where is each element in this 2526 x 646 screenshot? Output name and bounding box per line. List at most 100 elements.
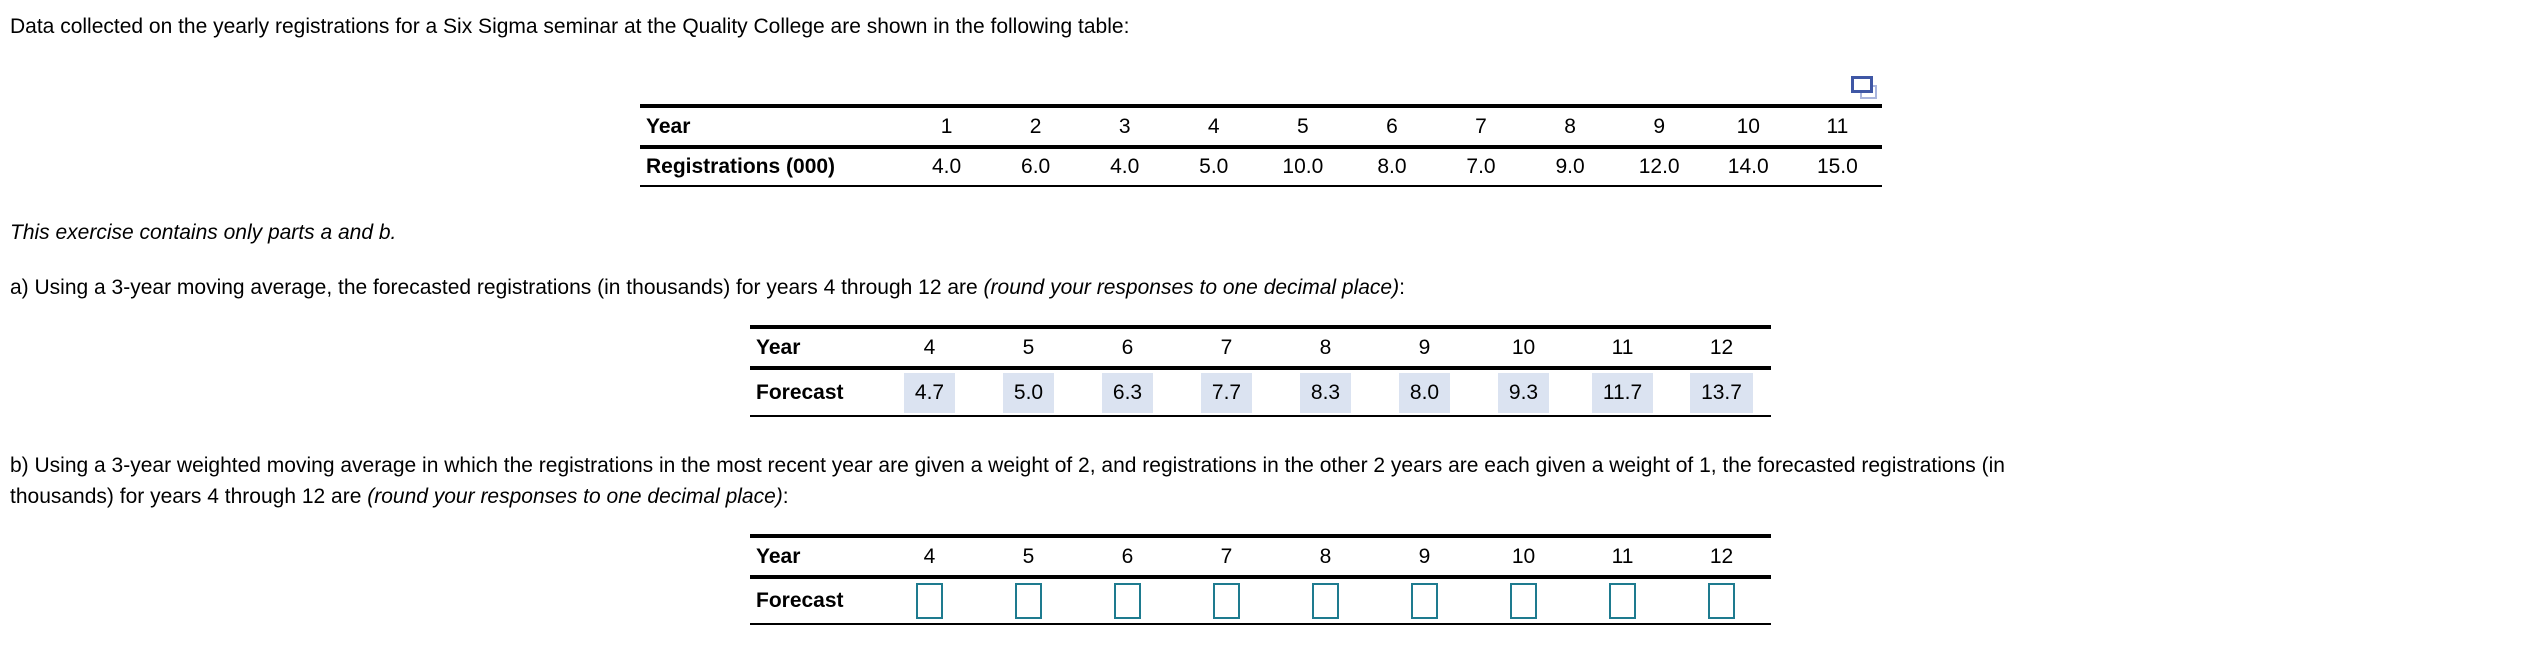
forecast-cell: 5.0 (979, 368, 1078, 417)
forecast-cell (1276, 577, 1375, 625)
forecast-answer-filled[interactable]: 4.7 (903, 372, 956, 413)
forecast-answer-filled[interactable]: 9.3 (1497, 372, 1550, 413)
year-cell: 7 (1436, 106, 1526, 149)
forecast-cell (1573, 577, 1672, 625)
part-b-prompt-line2-normal: thousands) for years 4 through 12 are (10, 485, 368, 508)
row-label-year: Year (640, 106, 902, 149)
forecast-cell (979, 577, 1078, 625)
year-cell: 10 (1474, 327, 1573, 370)
forecast-answer-filled[interactable]: 11.7 (1591, 372, 1654, 413)
forecast-cell (880, 577, 979, 625)
forecast-input-year-11[interactable] (1609, 583, 1636, 619)
year-cell: 7 (1177, 536, 1276, 579)
forecast-cell: 4.7 (880, 368, 979, 417)
forecast-answer-filled[interactable]: 8.3 (1299, 372, 1352, 413)
forecast-cell: 13.7 (1672, 368, 1771, 417)
forecast-answer-filled[interactable]: 8.0 (1398, 372, 1451, 413)
forecast-answer-filled[interactable]: 7.7 (1200, 372, 1253, 413)
year-row: Year 4 5 6 7 8 9 10 11 12 (750, 536, 1771, 579)
registration-value-cell: 12.0 (1614, 147, 1704, 187)
forecast-row: Forecast (750, 577, 1771, 625)
year-cell: 4 (880, 327, 979, 370)
registration-value-cell: 7.0 (1436, 147, 1526, 187)
forecast-input-year-10[interactable] (1510, 583, 1537, 619)
part-b-prompt-line2-italic: (round your responses to one decimal pla… (367, 485, 783, 508)
year-cell: 9 (1614, 106, 1704, 149)
part-a-forecast-table: Year 4 5 6 7 8 9 10 11 12 Forecast 4.7 5… (750, 325, 1771, 417)
registrations-row: Registrations (000) 4.0 6.0 4.0 5.0 10.0… (640, 147, 1882, 187)
part-a-prompt-italic: (round your responses to one decimal pla… (983, 276, 1400, 299)
year-row: Year 1 2 3 4 5 6 7 8 9 10 11 (640, 106, 1882, 149)
forecast-row: Forecast 4.7 5.0 6.3 7.7 8.3 8.0 9.3 11.… (750, 368, 1771, 417)
year-cell: 4 (1169, 106, 1259, 149)
registration-value-cell: 14.0 (1703, 147, 1793, 187)
year-cell: 6 (1078, 536, 1177, 579)
year-cell: 9 (1375, 536, 1474, 579)
year-cell: 11 (1573, 536, 1672, 579)
year-cell: 12 (1672, 327, 1771, 370)
part-a-prompt-normal: a) Using a 3-year moving average, the fo… (10, 276, 984, 299)
part-b-prompt-line2: thousands) for years 4 through 12 are (r… (10, 481, 2005, 512)
year-cell: 11 (1792, 106, 1882, 149)
registration-value-cell: 8.0 (1347, 147, 1437, 187)
row-label-year: Year (750, 327, 880, 370)
part-b-prompt: b) Using a 3-year weighted moving averag… (10, 450, 2005, 512)
forecast-cell (1078, 577, 1177, 625)
forecast-cell: 9.3 (1474, 368, 1573, 417)
year-cell: 12 (1672, 536, 1771, 579)
year-cell: 4 (880, 536, 979, 579)
exercise-note: This exercise contains only parts a and … (10, 221, 397, 244)
year-cell: 10 (1474, 536, 1573, 579)
row-label-registrations: Registrations (000) (640, 147, 902, 187)
year-cell: 5 (979, 536, 1078, 579)
year-row: Year 4 5 6 7 8 9 10 11 12 (750, 327, 1771, 370)
forecast-cell: 8.0 (1375, 368, 1474, 417)
registration-value-cell: 9.0 (1525, 147, 1615, 187)
year-cell: 8 (1276, 327, 1375, 370)
part-a-prompt-colon: : (1399, 276, 1405, 299)
forecast-cell: 11.7 (1573, 368, 1672, 417)
registration-value-cell: 4.0 (902, 147, 992, 187)
year-cell: 8 (1525, 106, 1615, 149)
forecast-input-year-8[interactable] (1312, 583, 1339, 619)
year-cell: 5 (979, 327, 1078, 370)
forecast-input-year-4[interactable] (916, 583, 943, 619)
forecast-input-year-12[interactable] (1708, 583, 1735, 619)
forecast-input-year-7[interactable] (1213, 583, 1240, 619)
part-a-prompt: a) Using a 3-year moving average, the fo… (10, 274, 1405, 301)
year-cell: 2 (991, 106, 1081, 149)
row-label-forecast: Forecast (750, 368, 880, 417)
forecast-cell (1375, 577, 1474, 625)
year-cell: 10 (1703, 106, 1793, 149)
forecast-answer-filled[interactable]: 13.7 (1690, 372, 1753, 413)
part-b-prompt-colon: : (782, 485, 789, 508)
forecast-input-year-9[interactable] (1411, 583, 1438, 619)
year-cell: 1 (902, 106, 992, 149)
forecast-answer-filled[interactable]: 6.3 (1101, 372, 1154, 413)
year-cell: 6 (1078, 327, 1177, 370)
registration-value-cell: 15.0 (1792, 147, 1882, 187)
forecast-cell: 8.3 (1276, 368, 1375, 417)
year-cell: 8 (1276, 536, 1375, 579)
row-label-forecast: Forecast (750, 577, 880, 625)
forecast-cell: 7.7 (1177, 368, 1276, 417)
year-cell: 11 (1573, 327, 1672, 370)
problem-statement: Data collected on the yearly registratio… (10, 15, 1130, 38)
forecast-input-year-6[interactable] (1114, 583, 1141, 619)
forecast-cell: 6.3 (1078, 368, 1177, 417)
copy-table-icon[interactable] (1851, 76, 1879, 101)
year-cell: 9 (1375, 327, 1474, 370)
registration-value-cell: 4.0 (1080, 147, 1170, 187)
year-cell: 5 (1258, 106, 1348, 149)
year-cell: 7 (1177, 327, 1276, 370)
registration-value-cell: 6.0 (991, 147, 1081, 187)
forecast-input-year-5[interactable] (1015, 583, 1042, 619)
year-cell: 6 (1347, 106, 1437, 149)
forecast-cell (1672, 577, 1771, 625)
part-b-forecast-table: Year 4 5 6 7 8 9 10 11 12 Forecast (750, 534, 1771, 625)
row-label-year: Year (750, 536, 880, 579)
registration-value-cell: 5.0 (1169, 147, 1259, 187)
part-b-prompt-line1: b) Using a 3-year weighted moving averag… (10, 454, 2005, 477)
registrations-data-table: Year 1 2 3 4 5 6 7 8 9 10 11 Registratio… (640, 104, 1882, 187)
forecast-answer-filled[interactable]: 5.0 (1002, 372, 1055, 413)
